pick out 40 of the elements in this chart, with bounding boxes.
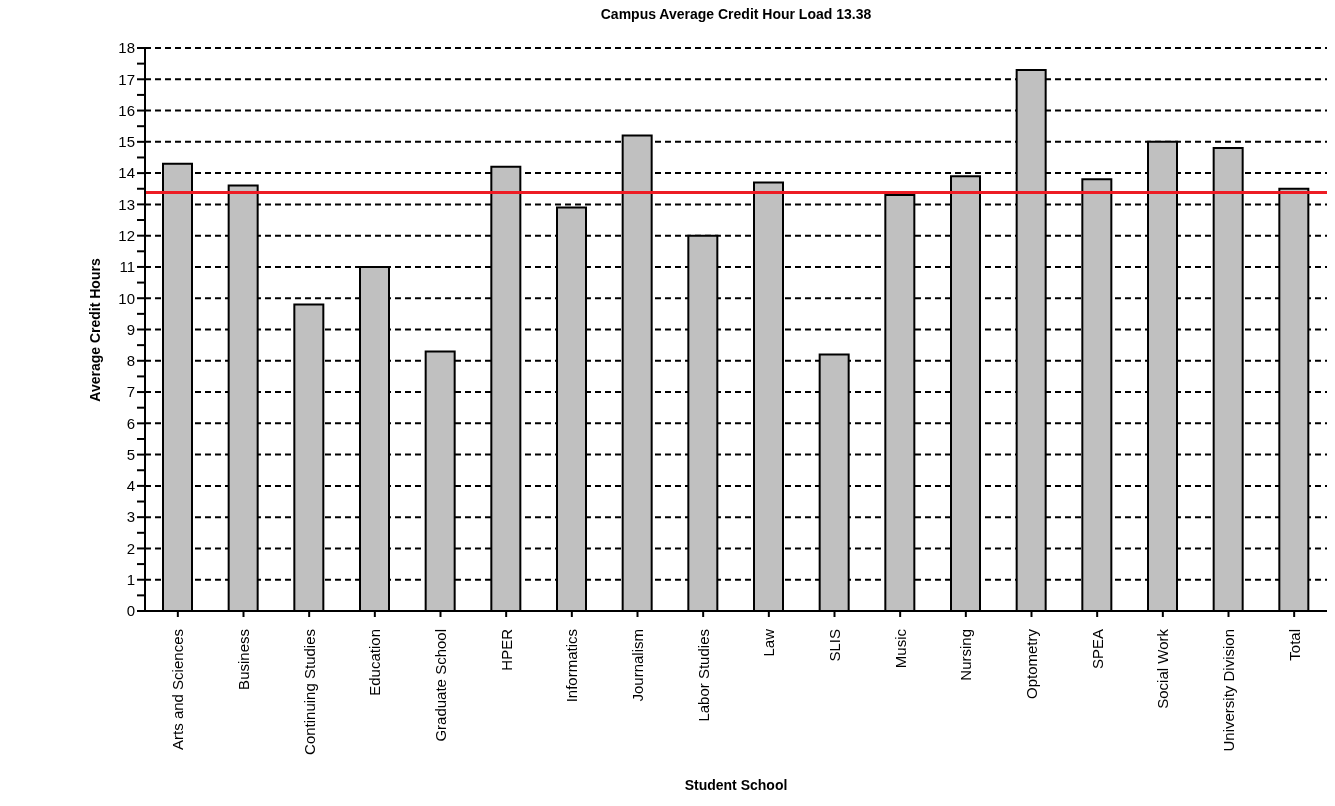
x-tick-label: HPER [497,628,515,671]
y-tick-label: 11 [119,258,135,276]
x-axis-title: Student School [683,777,789,793]
y-axis-title: Average Credit Hours [87,258,103,402]
x-tick-label: Social Work [1154,628,1172,709]
x-tick-label: Labor Studies [694,629,712,722]
y-tick-label: 12 [118,226,135,244]
y-tick-label: 14 [118,164,135,182]
x-tick-label: Education [366,629,384,696]
y-tick-label: 7 [126,383,135,401]
x-tick-label: University Division [1220,629,1237,752]
y-tick-label: 15 [118,133,135,151]
x-tick-label: Business [235,629,252,690]
x-tick-label: Continuing Studies [300,629,318,755]
y-tick-label: 5 [126,445,135,463]
y-tick-label: 17 [118,70,135,88]
y-tick-label: 0 [126,602,135,620]
y-tick-label: 4 [126,477,135,495]
x-tick-label: Law [760,628,778,657]
y-tick-label: 6 [126,414,135,432]
x-tick-label: Music [891,628,909,669]
y-tick-label: 8 [126,352,135,370]
x-tick-label: Optometry [1023,628,1040,700]
y-tick-label: 16 [118,101,135,119]
x-tick-label: SLIS [826,629,843,662]
x-tick-label: Nursing [957,629,975,681]
y-tick-label: 18 [118,39,135,57]
y-tick-label: 10 [118,289,135,307]
x-tick-label: Journalism [629,629,646,702]
x-tick-label: SPEA [1088,629,1106,670]
x-tick-label: Arts and Sciences [169,629,187,750]
x-tick-label: Total [1285,629,1303,661]
y-tick-label: 2 [126,539,135,557]
x-tick-label: Informatics [563,629,581,703]
y-tick-label: 3 [126,508,135,526]
x-tick-label: Graduate School [432,629,449,742]
chart-title: Campus Average Credit Hour Load 13.38 [599,6,873,22]
y-tick-label: 9 [126,320,135,338]
y-tick-label: 1 [126,571,135,589]
y-tick-label: 13 [118,195,135,213]
